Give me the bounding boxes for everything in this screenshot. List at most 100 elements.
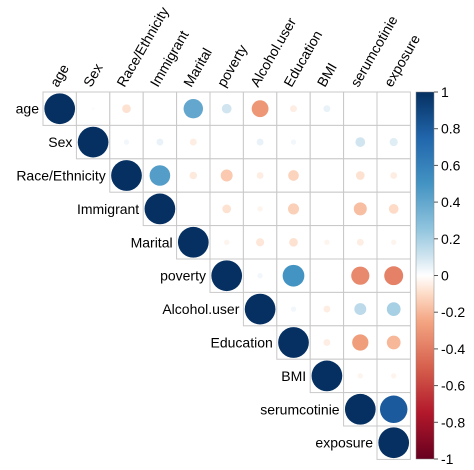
grid-cell bbox=[142, 91, 178, 126]
column-labels: age Sex Race/EthnicityImmigrantMaritalpove… bbox=[46, 4, 423, 89]
row-label: Marital bbox=[131, 234, 173, 250]
column-label: poverty bbox=[213, 42, 250, 90]
corr-circle-Sex-serumcotinie bbox=[355, 137, 366, 147]
colorbar-tick-label: 0 bbox=[441, 268, 449, 284]
row-label: Race/Ethnicity bbox=[16, 168, 105, 184]
grid-cell bbox=[309, 158, 345, 193]
corr-circle-Immigrant-serumcotinie bbox=[353, 202, 367, 216]
colorbar-tick-label: 0.2 bbox=[441, 231, 461, 247]
corr-circle-Race/Ethnicity-exposure bbox=[390, 172, 398, 179]
corr-circle-BMI-BMI bbox=[311, 360, 343, 392]
row-label: Education bbox=[211, 335, 273, 351]
row-label: BMI bbox=[281, 368, 306, 384]
colorbar-tick-label: -0.4 bbox=[441, 341, 465, 357]
row-label: exposure bbox=[315, 435, 373, 451]
corr-circle-Alcohol.user-BMI bbox=[323, 305, 331, 313]
row-label: Alcohol.user bbox=[162, 301, 239, 317]
grid-cell bbox=[176, 191, 211, 227]
corr-circle-Sex-Race/Ethnicity bbox=[123, 139, 130, 145]
corr-circle-poverty-Education bbox=[282, 264, 305, 287]
grid-cell bbox=[309, 191, 345, 227]
row-label: serumcotinie bbox=[260, 401, 340, 417]
column-label: age bbox=[46, 61, 72, 89]
colorbar-tick-label: -0.6 bbox=[441, 378, 465, 394]
corr-circle-serumcotinie-serumcotinie bbox=[344, 393, 376, 425]
corr-circle-Immigrant-Education bbox=[287, 203, 300, 215]
corr-circle-poverty-poverty bbox=[211, 260, 243, 292]
corr-circle-exposure-exposure bbox=[378, 427, 410, 459]
grid-cell bbox=[309, 124, 345, 160]
corr-circle-Education-exposure bbox=[386, 335, 401, 350]
corr-circle-poverty-serumcotinie bbox=[351, 266, 370, 285]
corr-circle-BMI-serumcotinie bbox=[357, 373, 363, 379]
corr-circle-age-Race/Ethnicity bbox=[122, 104, 131, 114]
column-label: Sex bbox=[80, 61, 106, 90]
corr-circle-poverty-exposure bbox=[384, 266, 404, 286]
corr-circle-Marital-BMI bbox=[324, 239, 330, 245]
corr-circle-Immigrant-Immigrant bbox=[144, 193, 176, 225]
corr-circle-Immigrant-Alcohol.user bbox=[257, 206, 263, 212]
corr-circle-Race/Ethnicity-Immigrant bbox=[149, 165, 171, 186]
column-label: BMI bbox=[314, 60, 340, 90]
corr-circle-Sex-Immigrant bbox=[156, 138, 164, 146]
corr-circle-Alcohol.user-serumcotinie bbox=[354, 303, 367, 316]
grid-cell bbox=[309, 258, 345, 293]
colorbar-tick-label: 0.8 bbox=[441, 121, 461, 137]
colorbar-tick-label: 1 bbox=[441, 84, 449, 100]
row-label: Immigrant bbox=[77, 201, 139, 217]
corr-circle-Sex-exposure bbox=[389, 138, 398, 147]
corr-circle-Race/Ethnicity-Race/Ethnicity bbox=[111, 160, 142, 191]
grid-cell bbox=[376, 158, 411, 193]
corr-circle-age-BMI bbox=[323, 105, 331, 113]
grid-cell bbox=[276, 91, 311, 126]
corr-circle-Immigrant-exposure bbox=[388, 204, 399, 214]
row-label: poverty bbox=[160, 268, 206, 284]
corr-circle-BMI-exposure bbox=[391, 373, 397, 379]
colorbar-gradient bbox=[415, 91, 435, 460]
corr-circle-Race/Ethnicity-Education bbox=[288, 170, 299, 181]
corr-circle-age-Marital bbox=[183, 98, 204, 119]
corr-circle-Marital-Education bbox=[289, 237, 298, 247]
corr-circle-Sex-Sex bbox=[77, 126, 109, 158]
corr-circle-Education-Education bbox=[278, 327, 309, 358]
corr-circle-Race/Ethnicity-Marital bbox=[189, 171, 198, 180]
corr-circle-Race/Ethnicity-serumcotinie bbox=[355, 171, 365, 180]
colorbar-tick-label: 0.4 bbox=[441, 194, 461, 210]
corr-circle-Alcohol.user-exposure bbox=[386, 302, 401, 316]
corr-circle-Education-serumcotinie bbox=[352, 334, 369, 351]
corr-circle-Race/Ethnicity-Alcohol.user bbox=[256, 172, 264, 179]
corr-circle-Marital-poverty bbox=[224, 239, 230, 245]
grid-cell bbox=[376, 91, 411, 126]
row-labels: age Sex Race/Ethnicity Immigrant Marital pove… bbox=[16, 101, 374, 451]
corr-circle-Race/Ethnicity-poverty bbox=[220, 169, 233, 182]
corr-circle-serumcotinie-exposure bbox=[379, 395, 408, 424]
corr-circle-age-Sex bbox=[91, 107, 95, 111]
grid-cell bbox=[142, 124, 178, 160]
colorbar-tick-label: 0.6 bbox=[441, 157, 461, 173]
colorbar-tick-label: -1 bbox=[441, 451, 454, 467]
corr-circle-Sex-Education bbox=[290, 139, 297, 145]
corr-circle-Sex-Marital bbox=[189, 138, 197, 146]
corr-circle-age-poverty bbox=[221, 103, 232, 114]
corr-circle-Marital-serumcotinie bbox=[356, 238, 364, 246]
colorbar-ticks: 1 0.8 0.6 0.4 0.2 0 -0.2 -0.4 -0.6 -0.8 -1 bbox=[434, 84, 465, 467]
grid-cell bbox=[209, 124, 244, 160]
corr-circle-Alcohol.user-Alcohol.user bbox=[244, 293, 276, 325]
corr-circle-poverty-Alcohol.user bbox=[257, 273, 263, 279]
corr-circle-Alcohol.user-Education bbox=[290, 306, 297, 312]
colorbar-tick-label: -0.2 bbox=[441, 304, 465, 320]
corr-circle-age-age bbox=[44, 93, 76, 125]
row-label: age bbox=[16, 101, 40, 117]
grid-cell bbox=[343, 91, 378, 126]
corr-circle-age-Education bbox=[290, 105, 297, 113]
corr-circle-Education-BMI bbox=[323, 339, 331, 346]
column-label: Marital bbox=[180, 45, 215, 89]
correlation-circles bbox=[44, 93, 410, 459]
corr-circle-Immigrant-poverty bbox=[222, 204, 232, 214]
colorbar bbox=[415, 91, 435, 460]
corr-circle-Sex-Alcohol.user bbox=[256, 138, 264, 146]
row-label: Sex bbox=[48, 134, 72, 150]
corr-circle-Marital-Alcohol.user bbox=[256, 238, 265, 247]
corr-circle-age-Alcohol.user bbox=[251, 100, 269, 118]
